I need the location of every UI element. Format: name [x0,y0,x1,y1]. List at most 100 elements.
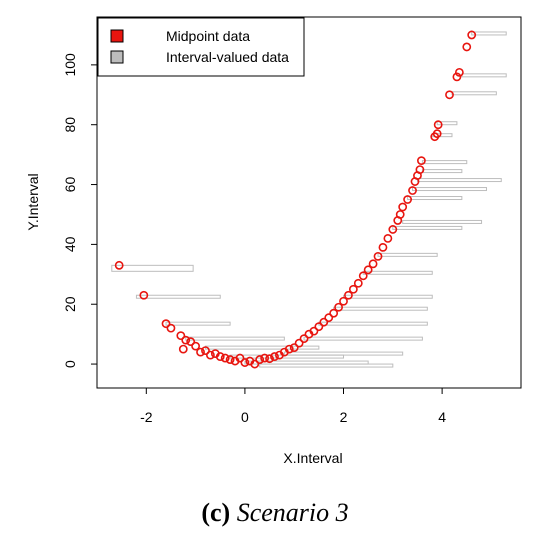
midpoint-50 [395,210,405,219]
midpoint-33 [314,322,324,332]
x-tick-label-1: 0 [241,409,249,425]
interval-box-0 [111,264,194,272]
interval-box-15 [392,225,463,230]
interval-box-3 [185,336,285,341]
legend-label-interval: Interval-valued data [166,49,289,65]
midpoint-28 [289,343,299,353]
midpoint-17 [235,353,245,363]
midpoint-15 [225,355,235,364]
midpoint-39 [344,290,353,300]
x-tick-label-0: -2 [140,409,153,425]
interval-box-9 [303,336,423,341]
midpoint-10 [201,346,210,356]
midpoint-3 [166,323,176,333]
legend-label-midpoint: Midpoint data [166,28,250,44]
midpoint-44 [368,259,378,269]
x-axis: -2 0 2 4 [140,388,446,425]
interval-box-7 [259,363,394,368]
midpoint-6 [186,337,196,347]
y-axis: 0 20 40 60 80 100 [62,53,97,368]
midpoint-23 [265,354,274,364]
y-tick-label-3: 60 [62,177,78,193]
midpoint-0 [114,260,124,270]
midpoint-43 [363,265,373,275]
midpoint-45 [373,251,383,261]
midpoint-24 [270,352,279,361]
interval-box-22 [431,133,453,138]
midpoint-41 [353,278,363,288]
x-tick-label-3: 4 [438,409,446,425]
midpoint-38 [339,296,348,306]
interval-box-2 [165,321,231,326]
midpoint-46 [378,242,388,252]
midpoint-51 [398,202,408,212]
caption-text: Scenario 3 [236,498,349,527]
midpoint-1 [139,290,149,300]
legend-box [97,17,305,77]
midpoint-27 [284,344,294,354]
interval-box-13 [362,270,433,275]
figure-caption: (c) Scenario 3 [0,498,550,528]
interval-box-8 [283,351,404,356]
midpoint-36 [329,308,339,318]
legend: Midpoint data Interval-valued data [97,17,305,77]
interval-box-24 [451,91,497,96]
midpoint-61 [445,90,454,100]
midpoint-2 [161,319,171,329]
interval-box-26 [471,31,507,36]
midpoint-5 [181,335,191,345]
y-tick-label-5: 100 [62,53,78,77]
interval-box-1 [135,294,221,299]
midpoint-40 [348,284,358,294]
midpoint-32 [309,326,319,336]
midpoint-57 [417,156,426,166]
scatter-plot: -2 0 2 4 0 20 40 60 80 100 X.Interval Y.Interval… [25,16,522,466]
midpoint-20 [250,359,260,369]
interval-box-21 [421,160,468,165]
midpoint-34 [319,317,329,327]
interval-box-11 [333,306,428,311]
x-axis-label: X.Interval [283,450,342,466]
midpoint-59 [432,129,442,139]
interval-box-25 [461,73,507,78]
midpoint-22 [260,353,270,363]
interval-box-18 [412,187,487,192]
midpoint-65 [467,30,477,40]
midpoint-14 [220,353,230,363]
midpoint-8 [191,341,201,351]
midpoint-42 [358,271,368,281]
midpoint-35 [324,313,334,323]
plot-frame [96,16,522,389]
y-tick-label-0: 0 [62,360,78,368]
interval-box-20 [421,169,463,174]
midpoint-4 [176,331,186,341]
midpoint-60 [433,120,443,130]
midpoint-53 [408,186,417,195]
interval-box-12 [343,294,433,299]
y-tick-label-1: 20 [62,296,78,312]
midpoint-11 [205,350,215,360]
interval-series [111,31,507,368]
midpoint-9 [196,347,205,357]
interval-box-17 [407,196,463,201]
midpoint-47 [383,234,393,243]
midpoint-64 [462,42,472,52]
interval-box-16 [402,219,483,224]
y-tick-label-2: 40 [62,236,78,252]
midpoint-18 [240,358,250,367]
midpoint-7 [178,344,188,354]
caption-label: (c) [201,498,231,527]
interval-box-19 [416,178,502,183]
midpoint-63 [454,67,464,77]
legend-swatch-interval [110,50,124,64]
y-tick-label-4: 80 [62,117,78,133]
midpoint-13 [215,352,225,361]
midpoint-62 [452,72,462,82]
midpoint-37 [334,302,343,312]
legend-swatch-midpoint [110,29,124,43]
interval-box-14 [377,252,438,257]
interval-box-23 [436,121,458,126]
midpoint-48 [388,225,398,234]
midpoint-30 [299,334,309,344]
midpoint-29 [294,338,304,348]
